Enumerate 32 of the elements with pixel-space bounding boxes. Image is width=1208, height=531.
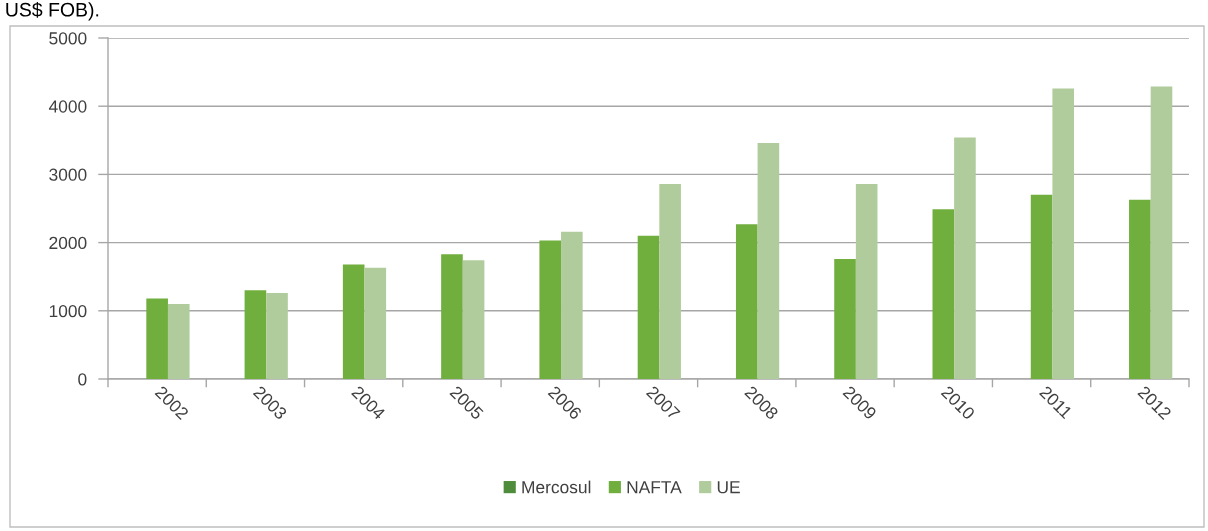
bar — [364, 267, 387, 379]
bar — [932, 209, 955, 379]
bar — [834, 258, 856, 379]
bar — [146, 298, 168, 379]
bar — [855, 183, 878, 379]
bar — [441, 254, 463, 379]
bar — [1150, 86, 1173, 379]
y-tick-label: 1000 — [49, 304, 87, 318]
legend-label: UE — [717, 481, 740, 494]
legend-label: NAFTA — [627, 481, 682, 494]
bar — [1129, 199, 1151, 379]
bar — [757, 143, 780, 379]
y-tick-label: 2000 — [49, 236, 87, 250]
bar — [244, 290, 267, 379]
bar — [659, 183, 681, 379]
y-tick-label: 3000 — [49, 168, 87, 181]
bar — [561, 231, 583, 379]
bar — [1052, 88, 1075, 379]
y-tick-label: 0 — [78, 373, 87, 386]
bar — [266, 293, 288, 379]
y-tick-label: 5000 — [49, 32, 87, 45]
text: US$ FOB). — [6, 1, 99, 21]
bar — [735, 224, 758, 379]
bar — [954, 137, 976, 379]
y-tick-label: 4000 — [48, 100, 87, 113]
bar — [539, 240, 562, 379]
bar — [637, 235, 660, 379]
legend-label: Mercosul — [522, 480, 591, 494]
bar — [1030, 194, 1053, 379]
bar — [167, 303, 190, 379]
bar — [462, 260, 485, 379]
bar — [342, 264, 365, 379]
